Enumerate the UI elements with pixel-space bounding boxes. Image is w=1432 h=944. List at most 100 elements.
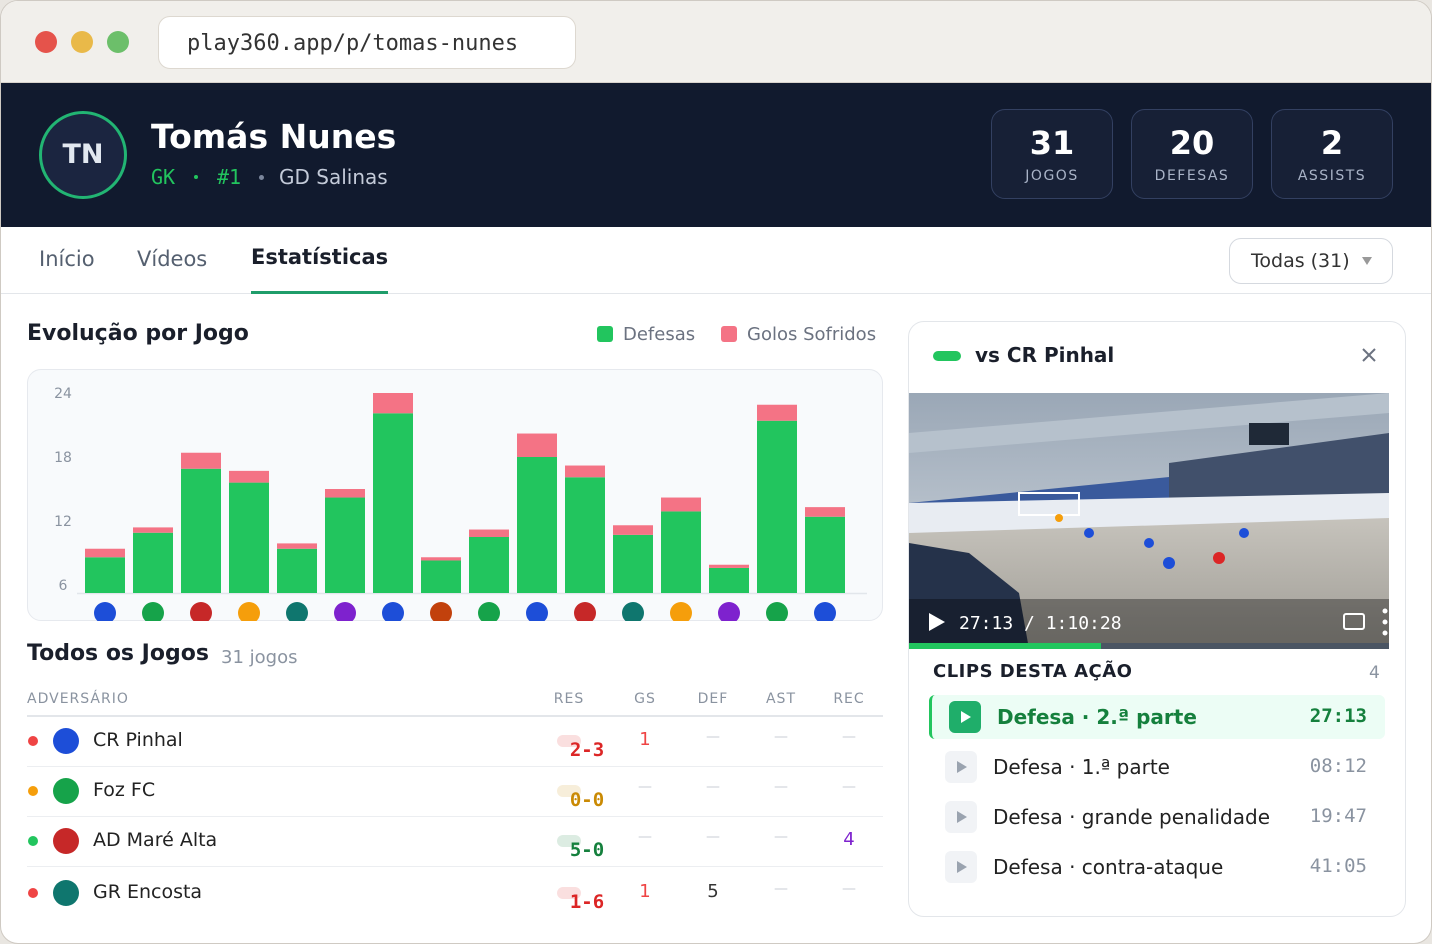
stat-cell: — [842,881,856,897]
bar-golos [133,527,173,533]
stat-cell: — [706,779,720,795]
stat-cell: — [706,829,720,845]
bar-golos [565,465,605,478]
chart: 6 12 18 24 [54,386,867,621]
team-name[interactable]: AD Maré Alta [93,829,218,851]
team-badge [430,602,452,621]
y-tick-label: 6 [59,578,68,594]
stat-cell: — [774,779,788,795]
clip-row[interactable] [929,695,1385,739]
result: 2-3 [569,739,605,761]
team-badge [238,602,260,621]
stat-cell: 1 [639,729,651,750]
tab-underline [251,291,389,294]
team-badge [53,728,79,754]
fullscreen-button[interactable] [1343,613,1365,630]
clip-time: 08:12 [1309,755,1367,777]
zoom-light[interactable] [107,31,129,53]
tab[interactable]: Estatísticas [251,245,389,269]
video-frame[interactable]: 27:13 / 1:10:28 [909,393,1389,649]
bar-golos [661,497,701,512]
stat-card: 2 ASSISTS [1271,109,1393,199]
clips-title: CLIPS DESTA AÇÃO [933,661,1133,682]
clip-label: Defesa · grande penalidade [993,805,1271,829]
team-badge [478,602,500,621]
close-button[interactable] [1361,347,1377,363]
result: 5-0 [569,839,605,861]
play-button[interactable] [929,613,945,631]
progress-track[interactable] [909,643,1389,649]
clip-play-triangle [957,811,967,823]
stat-cell: — [638,779,652,795]
team-badge [622,602,644,621]
bar-defesas [373,413,413,593]
bar-defesas [85,557,125,593]
crowd [1169,433,1389,508]
bar-defesas [421,560,461,593]
team-badge [53,778,79,804]
player [1084,528,1094,538]
bar-defesas [709,567,749,593]
column-header: REC [833,691,865,707]
minimize-light[interactable] [71,31,93,53]
stat-cell: — [842,729,856,745]
team-badge [670,602,692,621]
menu-dot[interactable] [1382,619,1388,625]
team-name[interactable]: Foz FC [93,779,156,801]
scoreboard [1249,423,1289,445]
bar-golos [613,525,653,535]
bar-golos [421,557,461,561]
video-time: 27:13 / 1:10:28 [959,613,1122,634]
bar-defesas [133,532,173,593]
filter-dropdown[interactable]: Todas (31) [1229,238,1393,284]
separator [194,175,198,179]
player [1239,528,1249,538]
tab[interactable]: Início [39,247,95,271]
row-divider [27,866,883,867]
bar-defesas [181,468,221,593]
stat-cell: — [774,881,788,897]
result-pill [557,835,581,847]
row-divider [27,766,883,767]
team-badge [142,602,164,621]
menu-dot[interactable] [1382,630,1388,636]
clip-label: Defesa · 2.ª parte [997,705,1197,729]
triangle [957,811,967,823]
legend-swatch [721,326,737,342]
team-name[interactable]: CR Pinhal [93,729,183,751]
team-badge [382,602,404,621]
stat-cell: 1 [639,881,651,902]
clip-time: 41:05 [1309,855,1367,877]
menu-dot[interactable] [1382,608,1388,614]
tab[interactable]: Vídeos [137,247,208,271]
goalkeeper [1055,514,1063,522]
team-badge [574,602,596,621]
result-dot [28,736,38,746]
bar-golos [805,507,845,517]
bar-golos [277,543,317,549]
bar-golos [181,452,221,469]
team-badge [94,602,116,621]
tab-divider [1,293,1431,294]
avatar: TN [39,111,127,199]
clip-time: 27:13 [1309,705,1367,727]
stat-value: 20 [1169,124,1215,162]
team-name[interactable]: GR Encosta [93,881,203,903]
live-pill [933,351,961,361]
y-tick-label: 24 [54,386,72,402]
column-header: DEF [697,691,729,707]
dropdown-caret [1362,257,1372,265]
club: GD Salinas [279,165,388,189]
stat-cell: 5 [707,881,719,902]
bar-golos [757,404,797,421]
close-light[interactable] [35,31,57,53]
result-pill [557,785,581,797]
player [1213,552,1225,564]
separator [259,175,264,180]
url-bar[interactable]: play360.app/p/tomas-nunes [158,16,576,69]
position: GK [151,165,176,189]
y-tick-label: 18 [54,450,72,466]
stat-card: 20 DEFESAS [1131,109,1253,199]
team-badge [190,602,212,621]
